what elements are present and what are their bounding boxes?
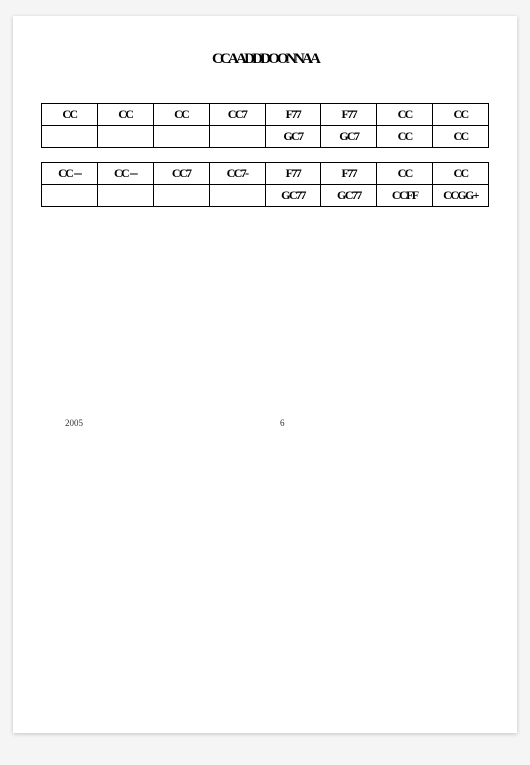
chord-cell: CC <box>433 104 489 126</box>
chord-cell: GC77 <box>265 185 321 207</box>
table-row: CC CC CC CC7 F77 F77 CC CC <box>42 104 489 126</box>
chord-cell: CC --- <box>42 163 98 185</box>
chord-cell <box>153 126 209 148</box>
chord-cell <box>209 126 265 148</box>
chord-cell <box>97 185 153 207</box>
chord-cell: F77 <box>265 163 321 185</box>
chord-cell: CC <box>153 104 209 126</box>
chord-cell: CCFF <box>377 185 433 207</box>
chord-cell: CC7- <box>209 163 265 185</box>
chord-cell: CC <box>377 104 433 126</box>
footer-page-number: 6 <box>280 418 285 428</box>
chord-cell <box>42 185 98 207</box>
chord-cell: CC <box>97 104 153 126</box>
table-row: GC7 GC7 CC CC <box>42 126 489 148</box>
table-row: GC77 GC77 CCFF CCGG+ <box>42 185 489 207</box>
chord-cell: GC77 <box>321 185 377 207</box>
footer-year: 2005 <box>65 418 83 428</box>
chord-cell: F77 <box>321 104 377 126</box>
chord-cell: CC7 <box>153 163 209 185</box>
chord-cell: CCGG+ <box>433 185 489 207</box>
chord-cell: F77 <box>265 104 321 126</box>
document-page: CCAADDDOONNAA CC CC CC CC7 F77 F77 CC CC… <box>13 16 517 733</box>
page-title: CCAADDDOONNAA <box>41 51 489 68</box>
chord-cell: GC7 <box>265 126 321 148</box>
chord-cell: CC <box>42 104 98 126</box>
chord-table-2: CC --- CC --- CC7 CC7- F77 F77 CC CC GC7… <box>41 162 489 207</box>
chord-cell: CC <box>377 163 433 185</box>
chord-cell: CC <box>377 126 433 148</box>
chord-cell <box>153 185 209 207</box>
table-row: CC --- CC --- CC7 CC7- F77 F77 CC CC <box>42 163 489 185</box>
chord-cell: CC7 <box>209 104 265 126</box>
chord-cell: F77 <box>321 163 377 185</box>
chord-cell <box>97 126 153 148</box>
chord-cell: GC7 <box>321 126 377 148</box>
chord-cell: CC <box>433 126 489 148</box>
chord-cell: CC <box>433 163 489 185</box>
chord-cell <box>209 185 265 207</box>
chord-cell <box>42 126 98 148</box>
chord-cell: CC --- <box>97 163 153 185</box>
chord-table-1: CC CC CC CC7 F77 F77 CC CC GC7 GC7 CC CC <box>41 103 489 148</box>
